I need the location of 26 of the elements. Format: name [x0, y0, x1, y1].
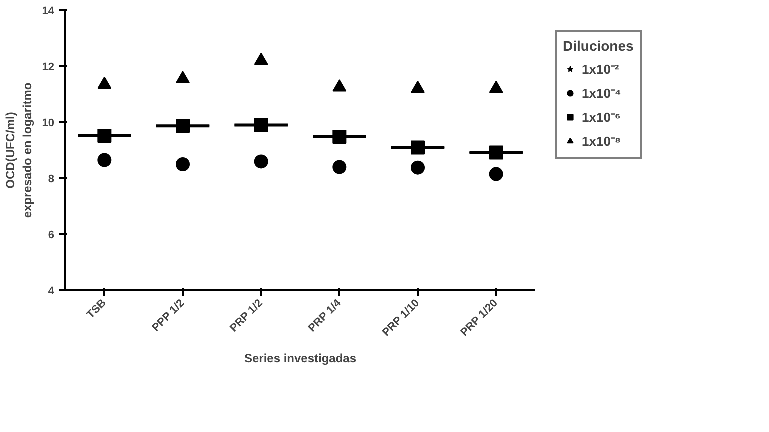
point — [98, 153, 112, 168]
point — [254, 52, 268, 66]
point — [411, 160, 425, 175]
x-axis-title: Series investigadas — [244, 351, 357, 366]
legend-title: Diluciones — [563, 38, 634, 54]
legend-label: 1x10⁻⁶ — [582, 109, 621, 126]
point — [489, 80, 504, 94]
legend-label: 1x10⁻² — [582, 61, 620, 78]
y-axis-title: OCD(UFC/ml) expresado en logaritmo — [3, 82, 34, 218]
legend-label: 1x10⁻⁸ — [582, 133, 622, 150]
point — [489, 167, 504, 182]
x-tick-label: TSB — [84, 297, 109, 322]
y-tick-label: 8 — [48, 174, 55, 186]
point — [98, 76, 112, 89]
y-tick-label: 12 — [42, 62, 55, 74]
point — [254, 154, 268, 169]
point — [411, 80, 425, 94]
point — [176, 71, 190, 84]
y-tick-label: 14 — [42, 6, 56, 18]
y-tick-label: 6 — [48, 230, 55, 242]
y-tick-label: 4 — [48, 286, 56, 298]
y-tick-label: 10 — [42, 118, 55, 130]
legend-label: 1x10⁻⁴ — [582, 85, 622, 102]
point — [176, 158, 190, 172]
point — [332, 79, 347, 92]
point — [332, 160, 347, 174]
